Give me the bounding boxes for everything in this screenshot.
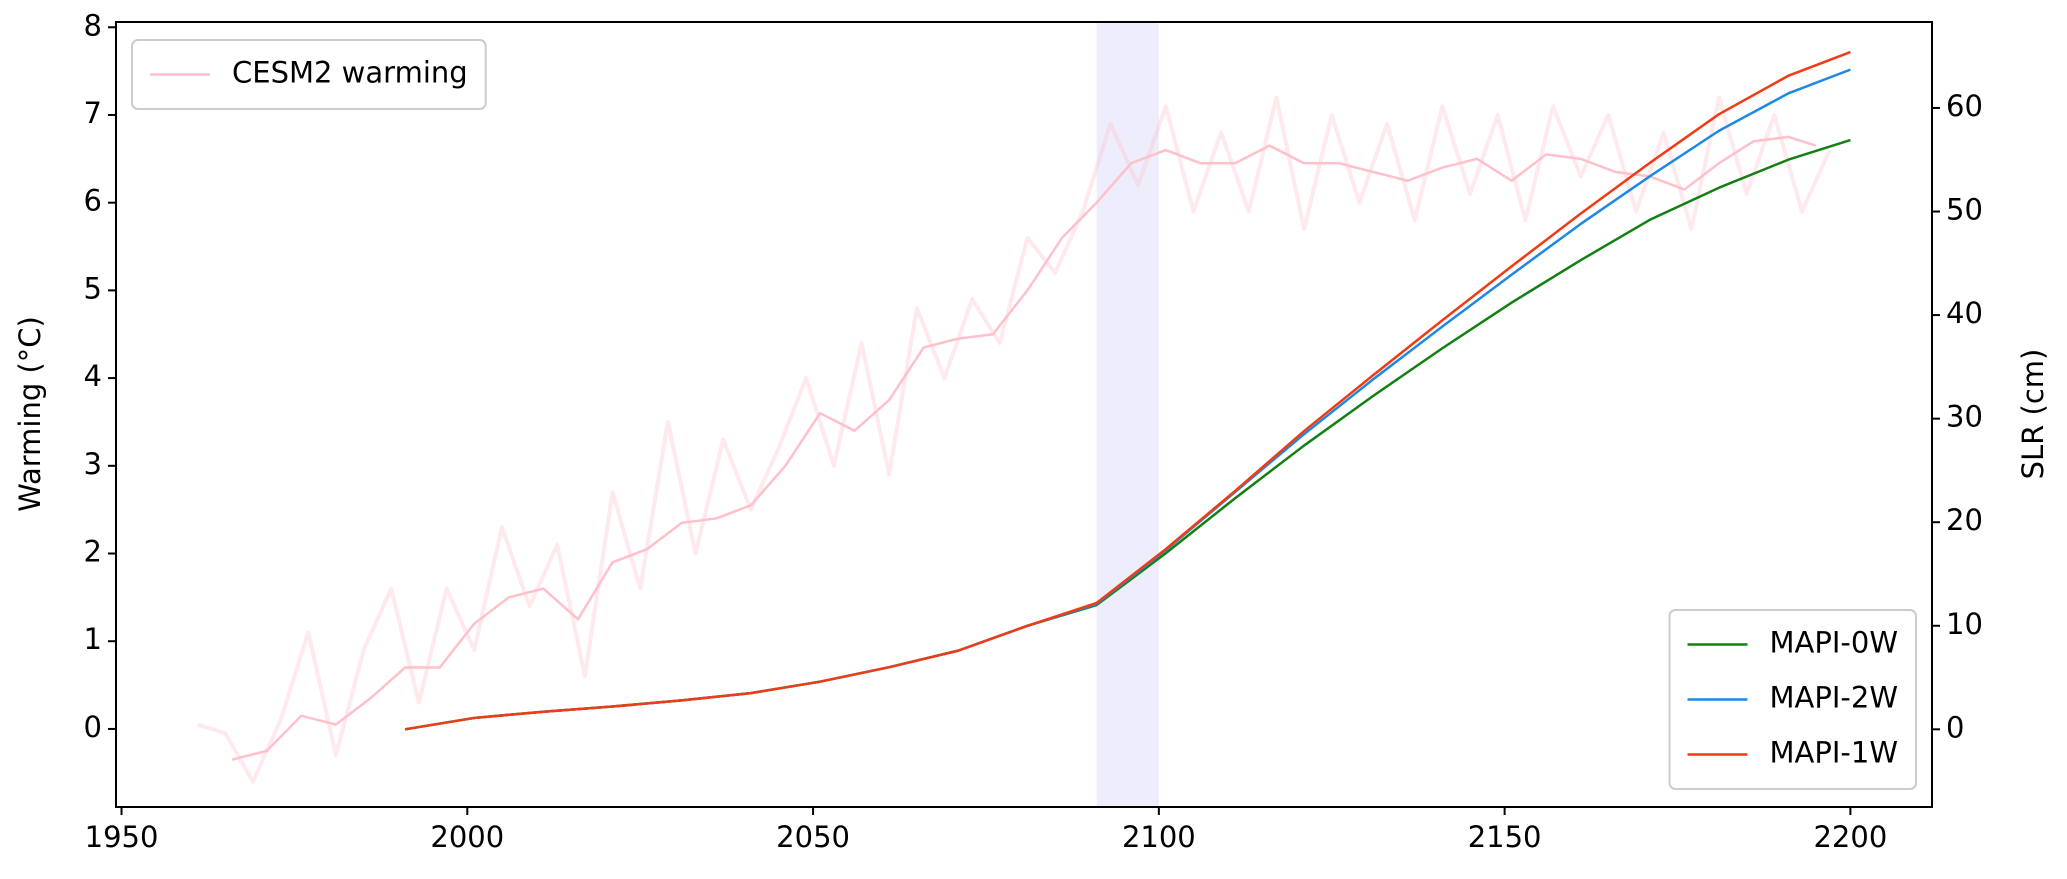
legend-box — [1668, 609, 1917, 790]
legend-label: CESM2 warming — [232, 56, 468, 90]
shaded-span — [1096, 22, 1159, 807]
series-line — [404, 50, 1851, 731]
y-tick-label: 3 — [84, 447, 102, 481]
y-tick-label: 2 — [84, 535, 102, 569]
y-tick-label: 6 — [84, 184, 102, 218]
legend-box — [131, 39, 487, 110]
x-tick-label: 2000 — [430, 820, 504, 854]
legend-label: MAPI-0W — [1770, 626, 1899, 660]
y-tick-label: 1 — [84, 622, 102, 656]
y2-tick-label: 0 — [1946, 710, 1964, 744]
y-tick-label: 4 — [84, 359, 102, 393]
y2-tick-label: 30 — [1946, 400, 1983, 434]
y2-tick-label: 10 — [1946, 607, 1983, 641]
series-line — [231, 135, 1817, 761]
x-tick-label: 2150 — [1468, 820, 1542, 854]
y-tick-label: 8 — [84, 8, 102, 42]
legend-label: MAPI-1W — [1770, 736, 1899, 770]
plot-frame — [115, 21, 1933, 808]
x-tick-label: 2200 — [1813, 820, 1887, 854]
y-axis-label: Warming (°C) — [13, 316, 47, 512]
y2-tick-label: 60 — [1946, 89, 1983, 123]
y-tick-label: 7 — [84, 96, 102, 130]
y2-tick-label: 20 — [1946, 503, 1983, 537]
y2-tick-label: 40 — [1946, 296, 1983, 330]
series-line — [196, 95, 1832, 784]
y-tick-label: 0 — [84, 710, 102, 744]
y2-tick-label: 50 — [1946, 193, 1983, 227]
legend: CESM2 warming — [131, 39, 487, 110]
y-tick-label: 5 — [84, 271, 102, 305]
legend: MAPI-0W MAPI-2W MAPI-1W — [1668, 609, 1917, 790]
x-tick-label: 2100 — [1122, 820, 1196, 854]
x-tick-label: 1950 — [85, 820, 159, 854]
y2-axis-label: SLR (cm) — [2016, 349, 2050, 480]
legend-label: MAPI-2W — [1770, 681, 1899, 715]
x-tick-label: 2050 — [776, 820, 850, 854]
